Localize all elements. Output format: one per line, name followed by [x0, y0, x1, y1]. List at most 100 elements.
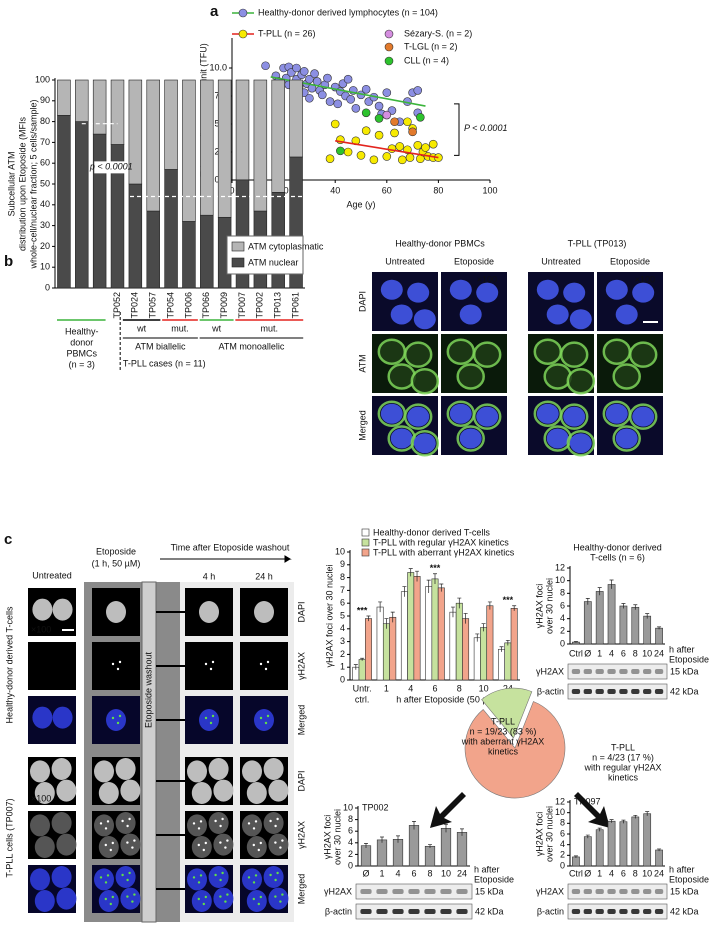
foci [221, 871, 224, 875]
foci [279, 900, 282, 903]
blot-band [631, 669, 640, 674]
bar [437, 587, 445, 681]
bar [480, 627, 488, 681]
bar-segment [57, 79, 71, 116]
x-tick-label: 6 [411, 868, 416, 878]
micrograph [240, 642, 288, 690]
legend-label: Healthy-donor derived T-cells [373, 527, 490, 537]
bar-segment [146, 79, 160, 212]
foci [204, 895, 207, 899]
foci [202, 848, 205, 852]
foci [252, 897, 255, 901]
nucleus [246, 782, 267, 804]
foci [116, 721, 120, 725]
group-label: PBMCs [67, 348, 98, 358]
nucleus [115, 812, 136, 834]
blot-size: 15 kDa [475, 886, 504, 896]
x-tick-label: 40 [330, 185, 340, 195]
washout-bar [141, 581, 157, 923]
foci [197, 881, 201, 884]
atm-stain [472, 403, 502, 430]
nucleus [94, 868, 114, 891]
error-bar [657, 848, 662, 852]
error-bar [512, 605, 517, 611]
image-row: γH2AX [296, 652, 306, 680]
nucleus [476, 406, 499, 427]
x-tick-label: Ctrl [569, 648, 583, 658]
legend-swatch [231, 241, 245, 252]
x-tick-label: 8 [457, 683, 462, 693]
data-point [305, 74, 314, 84]
group-label: wt [136, 323, 146, 333]
nucleus [51, 812, 72, 834]
data-point [390, 128, 399, 138]
foci [264, 721, 268, 725]
y-tick-label: 2 [560, 850, 565, 860]
foci [106, 820, 110, 823]
error-bar [609, 819, 614, 823]
pie-slice [481, 687, 533, 739]
legend-marker [384, 56, 394, 66]
foci [106, 874, 110, 877]
atm-stain [543, 425, 572, 452]
nucleus [187, 760, 207, 783]
foci [254, 874, 258, 877]
blot-band [595, 889, 604, 894]
blot-band [571, 909, 581, 914]
x-tick-label: 1 [597, 868, 602, 878]
y-tick-label: 70 [40, 137, 50, 147]
data-point [405, 153, 415, 162]
bar [407, 572, 415, 681]
data-point [387, 144, 397, 153]
image-row: γH2AX [296, 821, 306, 849]
error-bar [412, 820, 416, 830]
error-bar [505, 639, 510, 646]
y-tick-label: 90 [40, 95, 50, 105]
image-row: ATM [357, 354, 367, 372]
bar-segment [289, 79, 303, 158]
x-tick-label: 100 [482, 185, 497, 195]
foci [274, 841, 277, 844]
bar [572, 856, 580, 867]
panel-label: a [210, 3, 219, 20]
error-bar [384, 618, 389, 629]
bar-segment [271, 79, 285, 193]
blot-band [440, 889, 452, 894]
blot-band [619, 889, 628, 894]
foci [252, 827, 256, 830]
error-bar [585, 834, 590, 839]
blot [567, 683, 668, 700]
bar [455, 602, 463, 681]
nucleus [115, 866, 136, 888]
bar [431, 578, 439, 681]
atm-stain [456, 425, 485, 452]
bar [619, 821, 628, 867]
error-bar [657, 626, 662, 630]
blot-band [456, 909, 468, 914]
foci [104, 827, 108, 830]
foci [224, 900, 227, 903]
x-tick-label: 80 [433, 185, 443, 195]
blot-band [571, 689, 581, 694]
y-tick-label: 8 [340, 572, 345, 582]
bar [376, 606, 384, 681]
data-point [361, 126, 371, 136]
blot-size: 42 kDa [670, 906, 699, 916]
error-bar [415, 570, 420, 582]
y-tick-label: 10 [343, 802, 353, 812]
foci [104, 843, 108, 847]
panel-label: c [4, 531, 12, 548]
y-tick-label: 4 [560, 613, 565, 623]
nucleus [605, 403, 628, 424]
image-column: Untreated [385, 256, 425, 266]
foci [133, 893, 136, 896]
nucleus [187, 868, 207, 891]
bar [400, 591, 408, 681]
nucleus [569, 433, 592, 454]
bar [424, 845, 436, 867]
image-column: 24 h [255, 571, 273, 581]
y-tick-label: 10 [555, 575, 565, 585]
atm-stain [628, 341, 658, 368]
nucleus [413, 309, 436, 330]
data-point [390, 117, 399, 127]
